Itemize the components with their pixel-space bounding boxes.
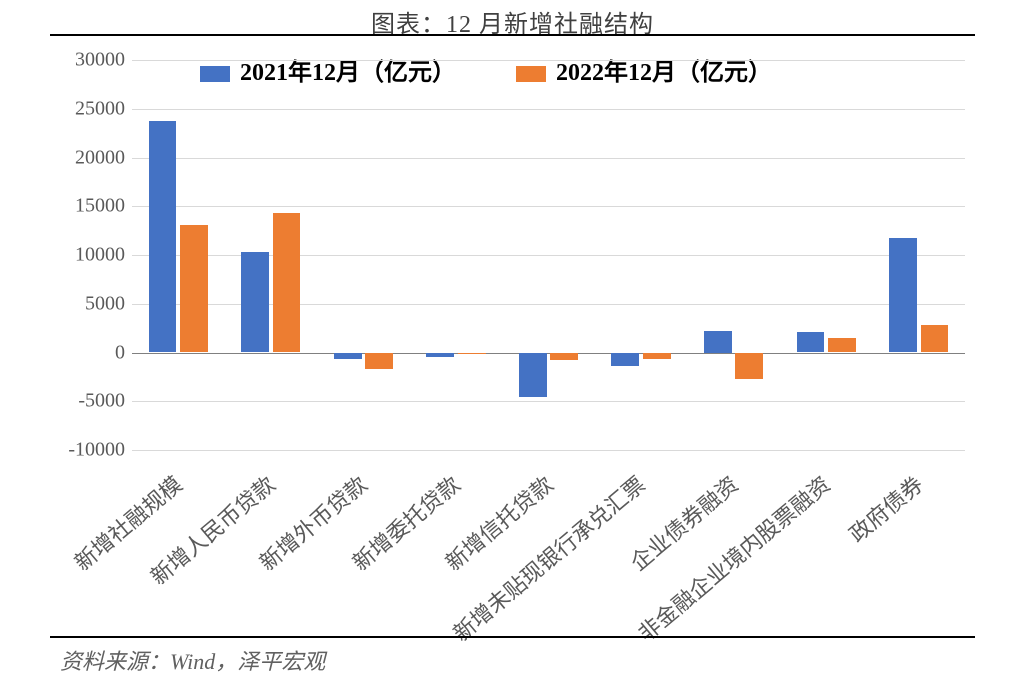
y-tick-label: 25000 [50,97,125,120]
bar-series-2 [458,353,486,354]
rule-top [50,34,975,36]
bar-series-2 [273,213,301,353]
plot-area: -10000-500005000100001500020000250003000… [132,60,965,450]
bar-series-1 [334,353,362,360]
bar-series-1 [889,238,917,352]
gridline [132,158,965,159]
rule-bottom [50,636,975,638]
gridline [132,206,965,207]
bar-series-2 [550,353,578,360]
gridline [132,60,965,61]
bar-series-2 [365,353,393,369]
bar-series-2 [921,325,949,352]
bar-series-1 [797,332,825,353]
y-tick-label: 5000 [50,292,125,315]
y-tick-label: 15000 [50,195,125,218]
bar-series-1 [519,353,547,397]
y-tick-label: 30000 [50,49,125,72]
bar-series-2 [180,225,208,353]
bar-series-2 [828,338,856,352]
bar-series-1 [241,252,269,353]
bar-series-2 [735,353,763,379]
y-tick-label: -5000 [50,390,125,413]
gridline [132,450,965,451]
bar-series-1 [149,121,177,352]
source-text: 资料来源：Wind，泽平宏观 [60,644,325,676]
y-tick-label: 0 [50,341,125,364]
gridline [132,401,965,402]
gridline [132,109,965,110]
chart-container: 2021年12月（亿元）2022年12月（亿元） -10000-50000500… [50,50,975,630]
y-tick-label: -10000 [50,439,125,462]
y-tick-label: 10000 [50,244,125,267]
bar-series-1 [704,331,732,353]
bar-series-1 [611,353,639,367]
bar-series-2 [643,353,671,360]
zero-axis [132,353,965,354]
y-tick-label: 20000 [50,146,125,169]
bar-series-1 [426,353,454,357]
